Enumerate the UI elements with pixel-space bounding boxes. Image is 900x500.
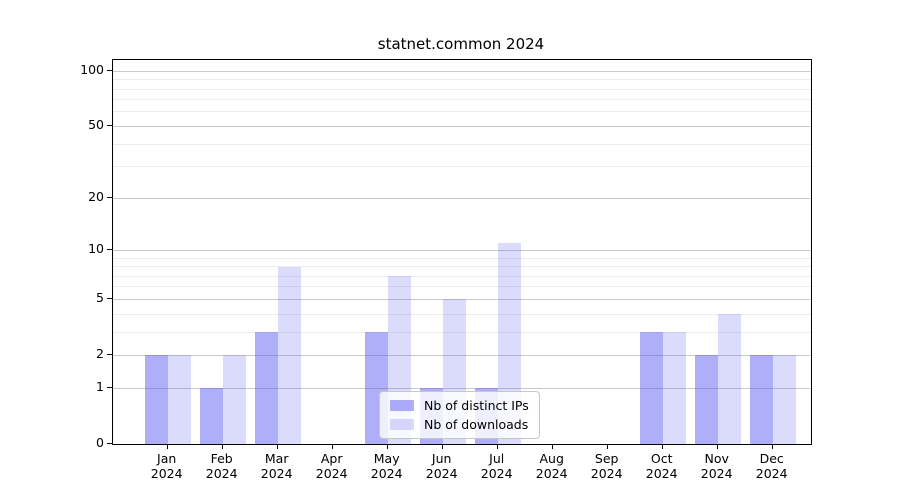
x-tick-month: Oct xyxy=(650,451,673,466)
x-tick-label-mar: Mar 2024 xyxy=(247,451,307,481)
x-tick-year: 2024 xyxy=(645,466,678,481)
gridlines-layer xyxy=(113,60,811,444)
bar-dec-downloads xyxy=(772,355,796,444)
x-tick-label-aug: Aug 2024 xyxy=(522,451,582,481)
major-gridline xyxy=(113,197,811,199)
bar-oct-ips xyxy=(639,332,663,444)
minor-gridline xyxy=(113,331,811,333)
y-tick-label: 100 xyxy=(80,62,104,78)
chart-title: statnet.common 2024 xyxy=(377,35,545,53)
x-tick-year: 2024 xyxy=(755,466,788,481)
x-tick-month: Jun xyxy=(431,451,452,466)
bar-jan-downloads xyxy=(167,355,191,444)
x-tick-month: Aug xyxy=(539,451,564,466)
legend-swatch-distinct-ips-icon xyxy=(390,400,414,411)
legend-label-distinct-ips: Nb of distinct IPs xyxy=(424,398,529,413)
x-tick-label-apr: Apr 2024 xyxy=(302,451,362,481)
legend-entry-distinct-ips: Nb of distinct IPs xyxy=(390,398,529,413)
legend: Nb of distinct IPs Nb of downloads xyxy=(379,391,540,439)
x-tick-year: 2024 xyxy=(700,466,733,481)
minor-gridline xyxy=(113,266,811,268)
x-tick-month: Mar xyxy=(264,451,289,466)
minor-gridline xyxy=(113,111,811,113)
bar-feb-ips xyxy=(199,388,223,444)
x-tick-label-jan: Jan 2024 xyxy=(137,451,197,481)
x-tick-year: 2024 xyxy=(535,466,568,481)
minor-gridline xyxy=(113,275,811,277)
y-tick-label: 2 xyxy=(96,346,104,362)
x-tick-label-feb: Feb 2024 xyxy=(192,451,252,481)
x-tick-label-sep: Sep 2024 xyxy=(577,451,637,481)
x-tick-year: 2024 xyxy=(150,466,183,481)
y-tick-label: 10 xyxy=(88,241,104,257)
major-gridline xyxy=(113,70,811,72)
legend-swatch-downloads-icon xyxy=(390,419,414,430)
x-tick-label-oct: Oct 2024 xyxy=(632,451,692,481)
x-tick-month: Dec xyxy=(759,451,784,466)
legend-entry-downloads: Nb of downloads xyxy=(390,417,529,432)
x-tick-month: Nov xyxy=(704,451,729,466)
major-gridline xyxy=(113,125,811,127)
minor-gridline xyxy=(113,257,811,259)
major-gridline xyxy=(113,387,811,389)
x-tick-label-dec: Dec 2024 xyxy=(742,451,802,481)
bar-dec-ips xyxy=(749,355,773,444)
y-tick-label: 50 xyxy=(88,117,104,133)
x-tick-label-may: May 2024 xyxy=(357,451,417,481)
x-tick-month: Jul xyxy=(489,451,505,466)
x-tick-label-jun: Jun 2024 xyxy=(412,451,472,481)
minor-gridline xyxy=(113,286,811,288)
y-tick-label: 1 xyxy=(96,379,104,394)
bar-nov-ips xyxy=(694,355,718,444)
x-tick-month: Apr xyxy=(320,451,343,466)
y-tick-label: 5 xyxy=(96,290,104,306)
legend-label-downloads: Nb of downloads xyxy=(424,417,529,432)
major-gridline xyxy=(113,354,811,356)
x-tick-year: 2024 xyxy=(260,466,293,481)
minor-gridline xyxy=(113,143,811,145)
bar-mar-downloads xyxy=(277,266,301,444)
bar-oct-downloads xyxy=(662,332,686,444)
minor-gridline xyxy=(113,166,811,168)
bar-nov-downloads xyxy=(717,314,741,444)
x-tick-month: May xyxy=(373,451,400,466)
x-tick-label-jul: Jul 2024 xyxy=(467,451,527,481)
x-tick-year: 2024 xyxy=(370,466,403,481)
x-tick-year: 2024 xyxy=(205,466,238,481)
x-tick-month: Jan xyxy=(157,451,177,466)
minor-gridline xyxy=(113,99,811,101)
minor-gridline xyxy=(113,79,811,81)
x-tick-year: 2024 xyxy=(590,466,623,481)
minor-gridline xyxy=(113,88,811,90)
x-tick-year: 2024 xyxy=(315,466,348,481)
bar-feb-downloads xyxy=(222,355,246,444)
major-gridline xyxy=(113,249,811,251)
x-tick-label-nov: Nov 2024 xyxy=(687,451,747,481)
bars-layer xyxy=(113,60,811,444)
plot-area: Nb of distinct IPs Nb of downloads xyxy=(112,59,812,445)
x-tick-month: Feb xyxy=(210,451,233,466)
major-gridline xyxy=(113,298,811,300)
bar-mar-ips xyxy=(254,332,278,444)
bar-jan-ips xyxy=(144,355,168,444)
x-tick-year: 2024 xyxy=(480,466,513,481)
minor-gridline xyxy=(113,313,811,315)
x-tick-month: Sep xyxy=(594,451,619,466)
y-tick-label: 0 xyxy=(96,435,104,450)
x-tick-year: 2024 xyxy=(425,466,458,481)
y-tick-label: 20 xyxy=(88,189,104,205)
